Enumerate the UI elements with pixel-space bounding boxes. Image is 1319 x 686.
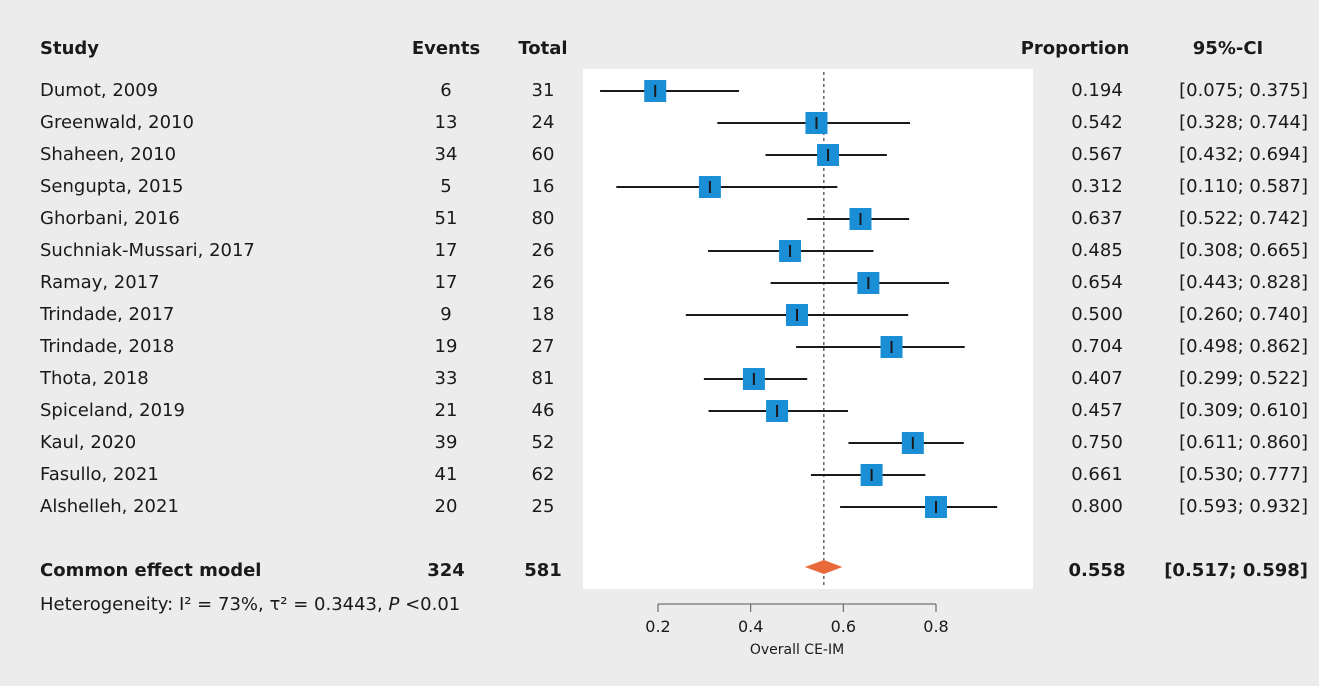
row-events: 6 (440, 80, 452, 101)
row-total: 62 (531, 464, 555, 485)
row-events: 9 (440, 304, 452, 325)
row-study: Thota, 2018 (40, 368, 149, 389)
row-ci: [0.075; 0.375] (1179, 80, 1308, 101)
row-total: 18 (531, 304, 555, 325)
summary-proportion: 0.558 (1068, 560, 1126, 581)
row-events: 17 (434, 272, 458, 293)
row-proportion: 0.485 (1071, 240, 1123, 261)
row-proportion: 0.194 (1071, 80, 1123, 101)
row-study: Spiceland, 2019 (40, 400, 185, 421)
row-events: 20 (434, 496, 458, 517)
row-ci: [0.522; 0.742] (1179, 208, 1308, 229)
row-ci: [0.110; 0.587] (1179, 176, 1308, 197)
summary-diamond (804, 560, 843, 574)
het-p-value: <0.01 (405, 594, 461, 615)
row-total: 31 (531, 80, 555, 101)
row-events: 17 (434, 240, 458, 261)
row-proportion: 0.637 (1071, 208, 1123, 229)
row-proportion: 0.407 (1071, 368, 1123, 389)
x-tick-label: 0.6 (831, 617, 856, 636)
row-study: Trindade, 2017 (40, 304, 175, 325)
row-proportion: 0.704 (1071, 336, 1123, 357)
header-total: Total (518, 38, 568, 59)
row-ci: [0.498; 0.862] (1179, 336, 1308, 357)
het-prefix: Heterogeneity: (40, 594, 179, 615)
row-events: 19 (434, 336, 458, 357)
row-total: 26 (531, 240, 555, 261)
row-events: 5 (440, 176, 452, 197)
header-proportion: Proportion (1020, 38, 1130, 59)
row-total: 81 (531, 368, 555, 389)
row-study: Sengupta, 2015 (40, 176, 184, 197)
summary-ci: [0.517; 0.598] (1164, 560, 1308, 581)
row-total: 60 (531, 144, 555, 165)
row-study: Ramay, 2017 (40, 272, 160, 293)
row-ci: [0.299; 0.522] (1179, 368, 1308, 389)
row-total: 24 (531, 112, 555, 133)
row-study: Greenwald, 2010 (40, 112, 194, 133)
row-ci: [0.308; 0.665] (1179, 240, 1308, 261)
row-proportion: 0.457 (1071, 400, 1123, 421)
row-study: Alshelleh, 2021 (40, 496, 179, 517)
het-i2: I² = 73% (178, 594, 258, 615)
row-total: 16 (531, 176, 555, 197)
x-tick-label: 0.2 (645, 617, 670, 636)
row-ci: [0.328; 0.744] (1179, 112, 1308, 133)
heterogeneity-text: Heterogeneity: I² = 73%, τ² = 0.3443, P … (40, 594, 461, 615)
row-ci: [0.309; 0.610] (1179, 400, 1308, 421)
row-ci: [0.611; 0.860] (1179, 432, 1308, 453)
row-study: Shaheen, 2010 (40, 144, 177, 165)
row-proportion: 0.312 (1071, 176, 1123, 197)
row-events: 33 (434, 368, 458, 389)
row-study: Dumot, 2009 (40, 80, 159, 101)
x-axis-label: Overall CE-IM (750, 642, 844, 658)
row-ci: [0.443; 0.828] (1179, 272, 1308, 293)
x-tick-label: 0.4 (738, 617, 763, 636)
row-events: 39 (434, 432, 458, 453)
row-proportion: 0.800 (1071, 496, 1123, 517)
row-total: 27 (531, 336, 555, 357)
row-total: 52 (531, 432, 555, 453)
row-proportion: 0.750 (1071, 432, 1123, 453)
row-study: Fasullo, 2021 (40, 464, 159, 485)
summary-label: Common effect model (40, 560, 262, 581)
row-events: 21 (434, 400, 458, 421)
row-events: 34 (434, 144, 458, 165)
x-tick-label: 0.8 (923, 617, 948, 636)
row-proportion: 0.500 (1071, 304, 1123, 325)
het-p-label: P (388, 594, 400, 615)
row-total: 80 (531, 208, 555, 229)
row-total: 26 (531, 272, 555, 293)
row-total: 25 (531, 496, 555, 517)
row-proportion: 0.542 (1071, 112, 1123, 133)
header-ci: 95%-CI (1192, 38, 1264, 59)
row-total: 46 (531, 400, 555, 421)
row-ci: [0.593; 0.932] (1179, 496, 1308, 517)
row-events: 13 (434, 112, 458, 133)
row-study: Trindade, 2018 (40, 336, 175, 357)
row-events: 41 (434, 464, 458, 485)
row-study: Kaul, 2020 (40, 432, 137, 453)
row-events: 51 (434, 208, 458, 229)
header-study: Study (40, 38, 100, 59)
row-study: Suchniak-Mussari, 2017 (40, 240, 255, 261)
row-proportion: 0.654 (1071, 272, 1123, 293)
row-proportion: 0.661 (1071, 464, 1123, 485)
row-ci: [0.530; 0.777] (1179, 464, 1308, 485)
summary-total: 581 (524, 560, 562, 581)
summary-events: 324 (427, 560, 465, 581)
row-ci: [0.260; 0.740] (1179, 304, 1308, 325)
row-ci: [0.432; 0.694] (1179, 144, 1308, 165)
het-tau2: τ² = 0.3443 (269, 594, 378, 615)
header-events: Events (411, 38, 481, 59)
row-proportion: 0.567 (1071, 144, 1123, 165)
row-study: Ghorbani, 2016 (40, 208, 180, 229)
